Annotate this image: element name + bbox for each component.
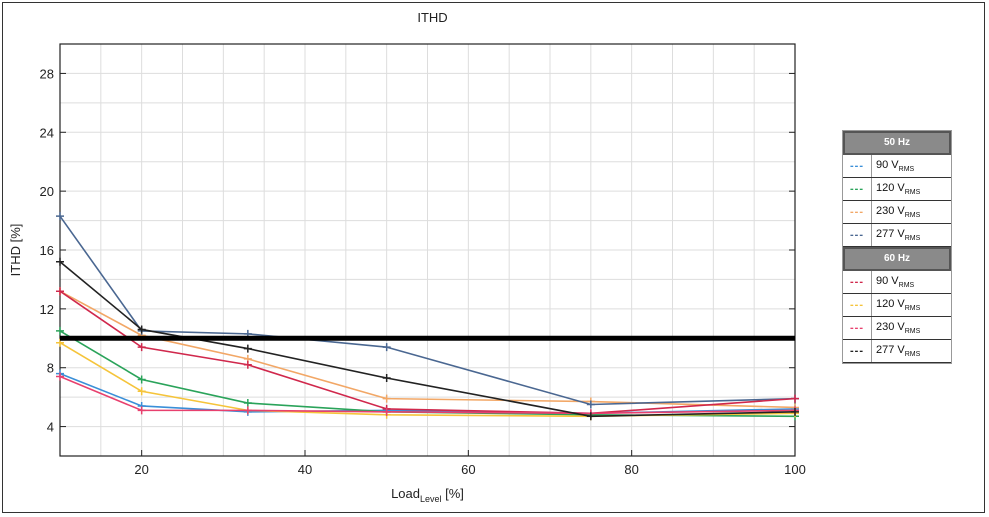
legend-group-header: 60 Hz bbox=[843, 247, 951, 271]
x-tick-label: 40 bbox=[298, 462, 312, 477]
legend-label: 120 VRMS bbox=[876, 181, 921, 197]
legend-swatch: --- bbox=[843, 155, 872, 177]
legend-item: --- 230 VRMS bbox=[843, 317, 951, 340]
legend-swatch: --- bbox=[843, 271, 872, 293]
y-tick-label: 28 bbox=[40, 66, 54, 81]
data-point bbox=[791, 407, 799, 416]
x-axis-label: LoadLevel [%] bbox=[391, 486, 464, 504]
data-point bbox=[137, 387, 146, 396]
data-point bbox=[137, 343, 146, 352]
y-tick-label: 24 bbox=[40, 125, 54, 140]
legend-item: --- 120 VRMS bbox=[843, 178, 951, 201]
chart-title: ITHD bbox=[417, 10, 447, 25]
legend-swatch: --- bbox=[843, 224, 872, 246]
legend-item: --- 120 VRMS bbox=[843, 294, 951, 317]
data-point bbox=[243, 344, 252, 353]
legend-swatch: --- bbox=[843, 294, 872, 316]
series-line-2 bbox=[59, 290, 796, 409]
data-point bbox=[243, 406, 252, 415]
x-tick-label: 100 bbox=[784, 462, 806, 477]
data-point bbox=[382, 343, 391, 352]
legend-item: --- 277 VRMS bbox=[843, 340, 951, 363]
legend-item: --- 230 VRMS bbox=[843, 201, 951, 224]
legend-label: 230 VRMS bbox=[876, 204, 921, 220]
y-tick-label: 12 bbox=[40, 302, 54, 317]
y-tick-label: 4 bbox=[47, 420, 54, 435]
series-line-6 bbox=[59, 375, 796, 415]
x-tick-label: 60 bbox=[461, 462, 475, 477]
y-tick-label: 20 bbox=[40, 184, 54, 199]
data-point bbox=[56, 287, 64, 296]
legend: 50 Hz --- 90 VRMS --- 120 VRMS --- 230 VRMS ---… bbox=[842, 130, 952, 364]
x-tick-label: 20 bbox=[134, 462, 148, 477]
data-point bbox=[382, 374, 391, 383]
legend-label: 90 VRMS bbox=[876, 274, 915, 290]
data-point bbox=[56, 212, 64, 221]
legend-label: 90 VRMS bbox=[876, 158, 915, 174]
series-line-7 bbox=[59, 261, 796, 418]
legend-item: --- 277 VRMS bbox=[843, 224, 951, 247]
data-point bbox=[382, 394, 391, 403]
data-point bbox=[791, 394, 799, 403]
legend-swatch: --- bbox=[843, 178, 872, 200]
legend-item: --- 90 VRMS bbox=[843, 271, 951, 294]
y-tick-label: 8 bbox=[47, 361, 54, 376]
legend-label: 120 VRMS bbox=[876, 297, 921, 313]
data-point bbox=[137, 406, 146, 415]
legend-label: 277 VRMS bbox=[876, 343, 921, 359]
legend-swatch: --- bbox=[843, 317, 872, 339]
legend-label: 230 VRMS bbox=[876, 320, 921, 336]
legend-item: --- 90 VRMS bbox=[843, 155, 951, 178]
y-axis-label: ITHD [%] bbox=[8, 224, 23, 277]
data-point bbox=[586, 400, 595, 409]
data-point bbox=[56, 326, 64, 335]
legend-swatch: --- bbox=[843, 201, 872, 223]
data-point bbox=[56, 257, 64, 266]
data-point bbox=[137, 375, 146, 384]
x-tick-label: 80 bbox=[624, 462, 638, 477]
legend-swatch: --- bbox=[843, 340, 872, 362]
data-point bbox=[586, 412, 595, 421]
data-point bbox=[56, 372, 64, 381]
data-point bbox=[137, 325, 146, 334]
legend-label: 277 VRMS bbox=[876, 227, 921, 243]
legend-group-header: 50 Hz bbox=[843, 131, 951, 155]
data-point bbox=[243, 360, 252, 369]
data-point bbox=[243, 399, 252, 408]
data-point bbox=[382, 407, 391, 416]
y-tick-label: 16 bbox=[40, 243, 54, 258]
